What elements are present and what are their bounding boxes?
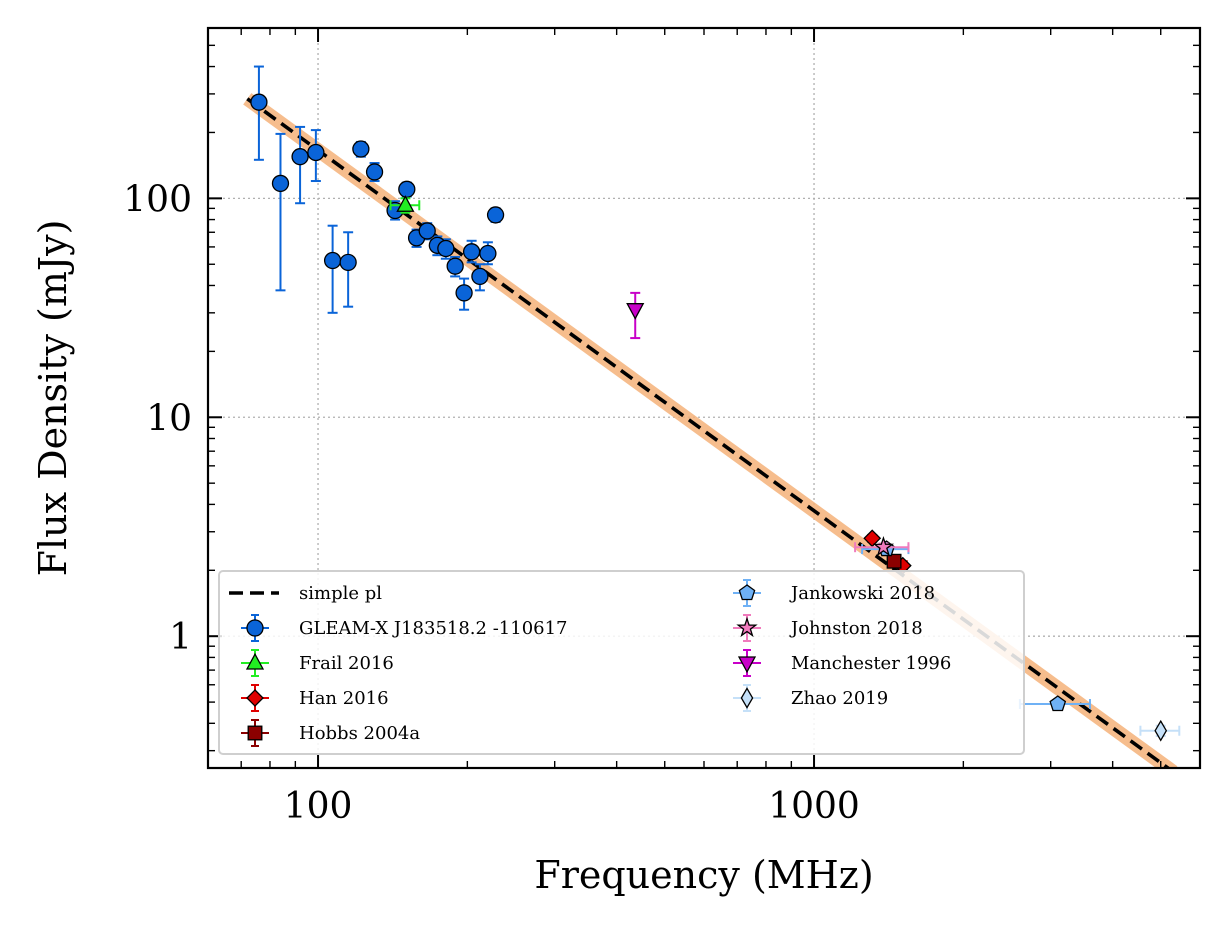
- data-point: [437, 239, 455, 258]
- legend-marker: [737, 656, 757, 674]
- data-point: [1049, 695, 1067, 712]
- tick-labels: 100 1000 1 10 100: [123, 179, 860, 827]
- legend-label: Zhao 2019: [791, 688, 888, 709]
- data-point: [479, 244, 497, 263]
- legend-label: Han 2016: [299, 688, 389, 709]
- data-point: [462, 243, 481, 261]
- y-tick-label: 1: [169, 617, 192, 658]
- legend-label: Jankowski 2018: [789, 583, 935, 604]
- data-point: [418, 222, 436, 240]
- series-gleam-x-j183518-2-110617: [250, 65, 505, 314]
- data-point: [872, 535, 895, 557]
- data-point: [455, 284, 473, 302]
- legend-marker: [740, 687, 754, 709]
- data-point: [626, 303, 645, 320]
- y-tick-label: 100: [123, 179, 192, 220]
- series-manchester-1996: [626, 291, 645, 340]
- legend-label: Manchester 1996: [791, 653, 951, 674]
- data-points: [250, 65, 1181, 742]
- data-point: [271, 174, 290, 193]
- series-frail-2016: [389, 195, 421, 214]
- legend-marker: [736, 616, 758, 638]
- legend-label: GLEAM-X J183518.2 -110617: [299, 618, 568, 639]
- series-zhao-2019: [1139, 719, 1181, 742]
- legend: simple pl GLEAM-X J183518.2 -110617 Frail …: [218, 570, 1025, 755]
- data-point: [446, 257, 464, 275]
- y-axis-label: Flux Density (mJy): [31, 220, 75, 577]
- data-point: [307, 143, 325, 162]
- data-point: [323, 251, 342, 270]
- x-axis-label: Frequency (MHz): [534, 853, 873, 897]
- legend-label: Frail 2016: [299, 653, 394, 674]
- legend-label: Hobbs 2004a: [299, 723, 420, 744]
- data-point: [1154, 719, 1168, 742]
- axis-ticks: [207, 27, 1201, 768]
- data-point: [291, 148, 309, 166]
- series-hobbs-2004a: [886, 553, 902, 569]
- x-tick-label: 100: [284, 786, 353, 827]
- data-point: [471, 267, 489, 286]
- legend-marker: [247, 725, 263, 741]
- legend-label: simple pl: [299, 583, 382, 604]
- data-point: [396, 195, 415, 212]
- x-tick-label: 1000: [768, 786, 860, 827]
- data-point: [339, 253, 357, 272]
- data-point: [486, 206, 505, 224]
- legend-marker: [246, 689, 264, 707]
- legend-marker: [245, 652, 265, 670]
- data-point: [250, 93, 268, 111]
- data-point: [398, 180, 416, 198]
- series-johnston-2018: [854, 535, 910, 557]
- legend-label: Johnston 2018: [789, 618, 923, 639]
- legend-box: [218, 570, 1025, 755]
- y-tick-label: 10: [146, 398, 192, 439]
- legend-marker: [738, 584, 756, 601]
- legend-marker: [246, 619, 264, 637]
- data-point: [352, 140, 370, 158]
- data-point: [365, 163, 384, 181]
- data-point: [886, 553, 902, 569]
